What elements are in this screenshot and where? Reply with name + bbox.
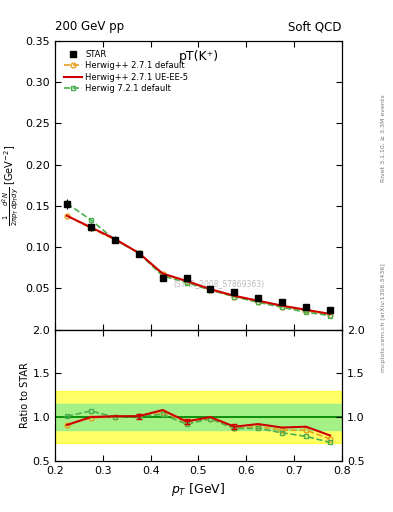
Text: (STAR_2008_S7869363): (STAR_2008_S7869363) [173,279,264,288]
Text: Rivet 3.1.10, ≥ 3.3M events: Rivet 3.1.10, ≥ 3.3M events [381,94,386,182]
Bar [55,404,342,430]
Text: Soft QCD: Soft QCD [288,20,342,33]
Y-axis label: $\frac{1}{2\pi p_T}\frac{d^2N}{dp_T dy}$ [GeV$^{-2}$]: $\frac{1}{2\pi p_T}\frac{d^2N}{dp_T dy}$… [0,145,21,226]
Text: mcplots.cern.ch [arXiv:1306.3436]: mcplots.cern.ch [arXiv:1306.3436] [381,263,386,372]
X-axis label: $p_T$ [GeV]: $p_T$ [GeV] [171,481,226,498]
Bar [55,391,342,443]
Text: 200 GeV pp: 200 GeV pp [55,20,124,33]
Text: pT(K⁺): pT(K⁺) [178,50,219,62]
Legend: STAR, Herwig++ 2.7.1 default, Herwig++ 2.7.1 UE-EE-5, Herwig 7.2.1 default: STAR, Herwig++ 2.7.1 default, Herwig++ 2… [62,48,190,95]
Y-axis label: Ratio to STAR: Ratio to STAR [20,362,29,428]
